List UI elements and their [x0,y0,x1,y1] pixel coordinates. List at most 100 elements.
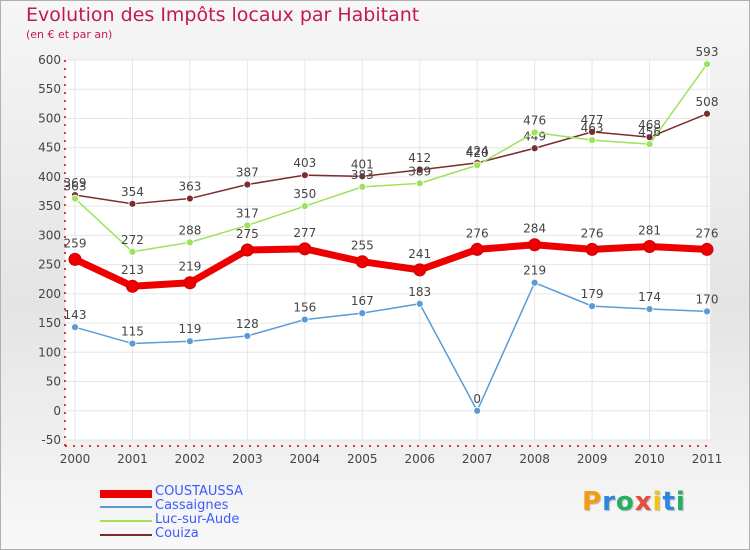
data-point [355,255,369,269]
data-label: 593 [696,45,719,59]
x-tick-label: 2000 [60,452,91,466]
y-tick-label: 500 [38,111,61,125]
x-tick-label: 2002 [175,452,206,466]
data-label: 363 [178,180,201,194]
x-tick-label: 2009 [577,452,608,466]
data-point [128,247,137,256]
logo-letter: t [662,487,676,517]
logo-letter: P [582,487,603,517]
data-point [300,315,309,324]
data-label: 174 [638,290,661,304]
data-label: 128 [236,317,259,331]
data-point [588,128,596,136]
data-label: 412 [408,151,431,165]
x-tick-label: 2001 [117,452,148,466]
data-point [128,199,137,208]
data-point [186,238,194,247]
data-point [71,323,79,332]
data-point [528,238,542,252]
data-point [415,179,424,188]
data-point [71,194,79,203]
y-tick-label: 300 [38,228,61,242]
data-label: 369 [64,176,87,190]
data-point [358,172,367,181]
data-label: 156 [293,301,316,315]
data-point [186,194,194,203]
data-label: 255 [351,239,374,253]
legend-label: COUSTAUSSA [155,484,244,499]
series-line [74,281,708,412]
data-point [530,278,539,287]
data-point [703,60,711,68]
data-label: 115 [121,325,144,339]
data-label: 387 [236,166,259,180]
y-tick-label: 100 [38,345,61,359]
y-tick-label: 350 [38,199,61,213]
data-label: 143 [64,308,87,322]
logo-letter: i [652,487,663,517]
data-label: 213 [121,263,144,277]
data-label: 272 [121,233,144,247]
series-line [74,63,708,253]
data-point [588,302,596,311]
data-point [703,109,711,118]
y-tick-label: 50 [46,375,61,389]
data-point [300,202,309,211]
legend-label: Cassaignes [155,498,229,513]
data-point [643,239,657,253]
y-tick-label: 0 [53,404,61,418]
chart-title: Evolution des Impôts locaux par Habitant [26,4,420,26]
data-point [243,180,252,189]
logo-letter: x [634,487,653,517]
data-point [358,182,367,191]
data-label: 275 [236,227,259,241]
data-label: 363 [64,180,87,194]
data-point [473,161,482,170]
data-label: 219 [178,260,201,274]
x-tick-label: 2004 [290,452,321,466]
data-label: 463 [581,121,604,135]
data-point [68,252,82,266]
data-label: 420 [466,146,489,160]
y-tick-label: -50 [41,433,61,447]
y-tick-label: 550 [38,82,61,96]
data-point [700,242,714,256]
chart-subtitle: (en € et par an) [26,28,113,41]
y-tick-label: 150 [38,316,61,330]
data-label: 179 [581,287,604,301]
line-chart: -50 0 50 100 150 200 250 300 350 400 450 500 550 600 2… [38,45,723,466]
x-tick-label: 2006 [404,452,435,466]
data-label: 119 [178,322,201,336]
data-point [243,221,252,230]
data-point [645,305,654,313]
data-label: 508 [696,95,719,109]
data-label: 403 [293,156,316,170]
data-point [588,136,596,144]
x-tick-label: 2010 [634,452,665,466]
data-label: 281 [638,223,661,237]
y-tick-label: 600 [38,53,61,67]
data-label: 468 [638,118,661,132]
x-tick-label: 2005 [347,452,378,466]
legend-swatch [100,534,152,536]
legend-swatch [100,520,152,522]
legend-label: Couiza [155,526,199,541]
legend-swatch [100,506,152,508]
data-point [470,242,484,256]
data-point [243,332,252,340]
data-point [585,242,599,256]
data-label: 167 [351,294,374,308]
data-point [125,279,139,293]
data-label: 476 [523,113,546,127]
proxiti-logo: Proxiti [582,487,686,517]
logo-letter: r [602,487,616,517]
data-label: 277 [293,226,316,240]
data-point [530,128,539,137]
data-label: 276 [696,226,719,240]
x-tick-label: 2008 [519,452,550,466]
data-label: 241 [408,247,431,261]
x-tick-label: 2011 [692,452,723,466]
data-label: 183 [408,285,431,299]
data-label: 350 [293,187,316,201]
legend-swatch [100,490,152,498]
